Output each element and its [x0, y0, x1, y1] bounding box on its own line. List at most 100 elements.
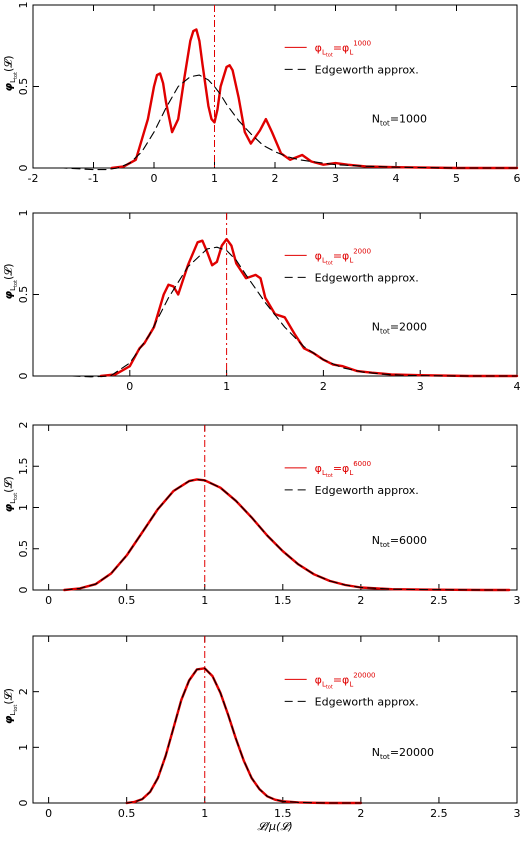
- x-tick-label: 2.5: [430, 594, 448, 607]
- ntot-value: =2000: [390, 320, 427, 333]
- legend-exact-exact-sup: 6000: [353, 460, 371, 468]
- legend-exact-exact-sub2: L: [349, 469, 353, 477]
- legend-exact-exact-subsub: tot: [326, 260, 333, 266]
- y-tick-label: 0.5: [17, 286, 30, 304]
- legend-exact-label: φLtot=φL2000: [315, 247, 371, 266]
- legend-exact-exact-sup: 2000: [353, 247, 371, 255]
- x-tick-label: -1: [88, 172, 99, 185]
- y-axis-arg: (𝓛): [2, 263, 15, 280]
- y-tick-label: 0: [17, 165, 30, 172]
- y-axis-arg: (𝓛): [2, 688, 15, 705]
- y-tick-label: 2: [17, 688, 30, 695]
- y-axis-symbol: φ: [2, 715, 15, 724]
- plot-frame: [32, 4, 518, 169]
- legend-exact-exact-eq: =φ: [333, 673, 349, 686]
- ntot-symbol: N: [372, 112, 380, 125]
- y-axis-label: φLtot(𝓛): [2, 476, 19, 512]
- y-axis-subsub: tot: [13, 72, 19, 79]
- x-tick-label: 0: [151, 172, 158, 185]
- x-tick-label: 0.5: [118, 807, 136, 820]
- legend-exact-label: φLtot=φL20000: [315, 671, 376, 690]
- x-axis-label: 𝓛/μ(𝓛): [257, 820, 292, 833]
- series-edgeworth-line: [63, 478, 510, 591]
- series-exact-line: [99, 237, 519, 378]
- legend-exact-exact-prefix: φ: [315, 462, 322, 475]
- legend-exact-exact-sub: L: [322, 469, 326, 477]
- x-tick-label: 3: [417, 380, 424, 393]
- legend-exact-label: φLtot=φL1000: [315, 39, 371, 58]
- legend-exact-exact-prefix: φ: [315, 673, 322, 686]
- ntot-symbol: N: [372, 534, 380, 547]
- series-edgeworth-line: [32, 74, 518, 171]
- legend-exact-exact-sub: L: [322, 680, 326, 688]
- x-tick-label: 0.5: [118, 594, 136, 607]
- plot-frame: [32, 635, 518, 804]
- legend-exact-exact-sub: L: [322, 48, 326, 56]
- x-tick-label: 3: [514, 807, 521, 820]
- legend-approx-label: Edgeworth approx.: [315, 484, 419, 497]
- y-axis-label: φLtot(𝓛): [2, 55, 19, 91]
- series-edgeworth-line: [32, 246, 518, 378]
- y-tick-label: 1: [17, 2, 30, 9]
- ntot-symbol: N: [372, 746, 380, 759]
- y-tick-label: 1: [17, 210, 30, 217]
- x-tick-label: 0: [45, 807, 52, 820]
- x-tick-label: 0: [45, 594, 52, 607]
- ntot-value: =6000: [390, 534, 427, 547]
- panel-2000: 0 1 2 3 400.51φLtot(𝓛)φLtot=φL2000Edgeworth …: [2, 210, 521, 394]
- y-axis-label: φLtot(𝓛): [2, 688, 19, 724]
- x-tick-label: 3: [514, 594, 521, 607]
- x-tick-label: 1: [211, 172, 218, 185]
- legend-exact-exact-subsub: tot: [326, 52, 333, 58]
- legend-approx-label: Edgeworth approx.: [315, 271, 419, 284]
- x-tick-label: 1.5: [274, 594, 292, 607]
- legend-exact-label: φLtot=φL6000: [315, 460, 371, 479]
- legend-exact-exact-eq: =φ: [333, 462, 349, 475]
- ntot-value: =20000: [390, 746, 434, 759]
- y-tick-label: 0.5: [17, 540, 30, 558]
- x-tick-label: 1.5: [274, 807, 292, 820]
- legend-exact-exact-sub2: L: [349, 256, 353, 264]
- x-tick-label: -2: [28, 172, 39, 185]
- plot-frame: [32, 212, 518, 377]
- y-tick-label: 1: [17, 744, 30, 751]
- series-exact-line: [110, 28, 519, 170]
- legend-exact-exact-subsub: tot: [326, 684, 333, 690]
- series-edgeworth-line: [32, 667, 518, 804]
- x-tick-label: 2: [357, 594, 364, 607]
- x-tick-label: 6: [514, 172, 521, 185]
- panel-6000: 0 0.5 1 1.5 2 2.5 300.511.52φLtot(𝓛)φLtot=φL60…: [2, 422, 521, 608]
- legend-exact-exact-sup: 1000: [353, 39, 371, 47]
- panel-20000: 0 0.5 1 1.5 2 2.5 3012φLtot(𝓛)φLtot=φL20000Edg…: [2, 635, 521, 820]
- y-axis-subsub: tot: [13, 705, 19, 712]
- y-axis-arg: (𝓛): [2, 476, 15, 493]
- y-axis-symbol: φ: [2, 291, 15, 300]
- ntot-sub: tot: [380, 327, 390, 335]
- y-tick-label: 2: [17, 422, 30, 429]
- x-tick-label: 0: [126, 380, 133, 393]
- series-exact-line: [63, 478, 511, 592]
- legend-exact-exact-eq: =φ: [333, 41, 349, 54]
- y-tick-label: 0: [17, 373, 30, 380]
- ntot-value: =1000: [390, 112, 427, 125]
- y-tick-label: 1.5: [17, 458, 30, 476]
- ntot-sub: tot: [380, 541, 390, 549]
- y-axis-arg: (𝓛): [2, 55, 15, 72]
- ntot-sub: tot: [380, 119, 390, 127]
- y-tick-label: 1: [17, 504, 30, 511]
- x-tick-label: 1: [201, 807, 208, 820]
- x-tick-label: 1: [201, 594, 208, 607]
- legend-exact-exact-prefix: φ: [315, 249, 322, 262]
- legend-exact-exact-sup: 20000: [353, 671, 375, 679]
- x-tick-label: 2.5: [430, 807, 448, 820]
- y-tick-label: 0: [17, 587, 30, 594]
- legend-exact-exact-sub2: L: [349, 48, 353, 56]
- y-tick-label: 0: [17, 800, 30, 807]
- x-tick-label: 4: [393, 172, 400, 185]
- plot-frame: [32, 424, 518, 591]
- legend-approx-label: Edgeworth approx.: [315, 695, 419, 708]
- y-axis-sub: L: [9, 287, 17, 291]
- ntot-annotation: Ntot=1000: [372, 112, 427, 127]
- ntot-annotation: Ntot=2000: [372, 320, 427, 335]
